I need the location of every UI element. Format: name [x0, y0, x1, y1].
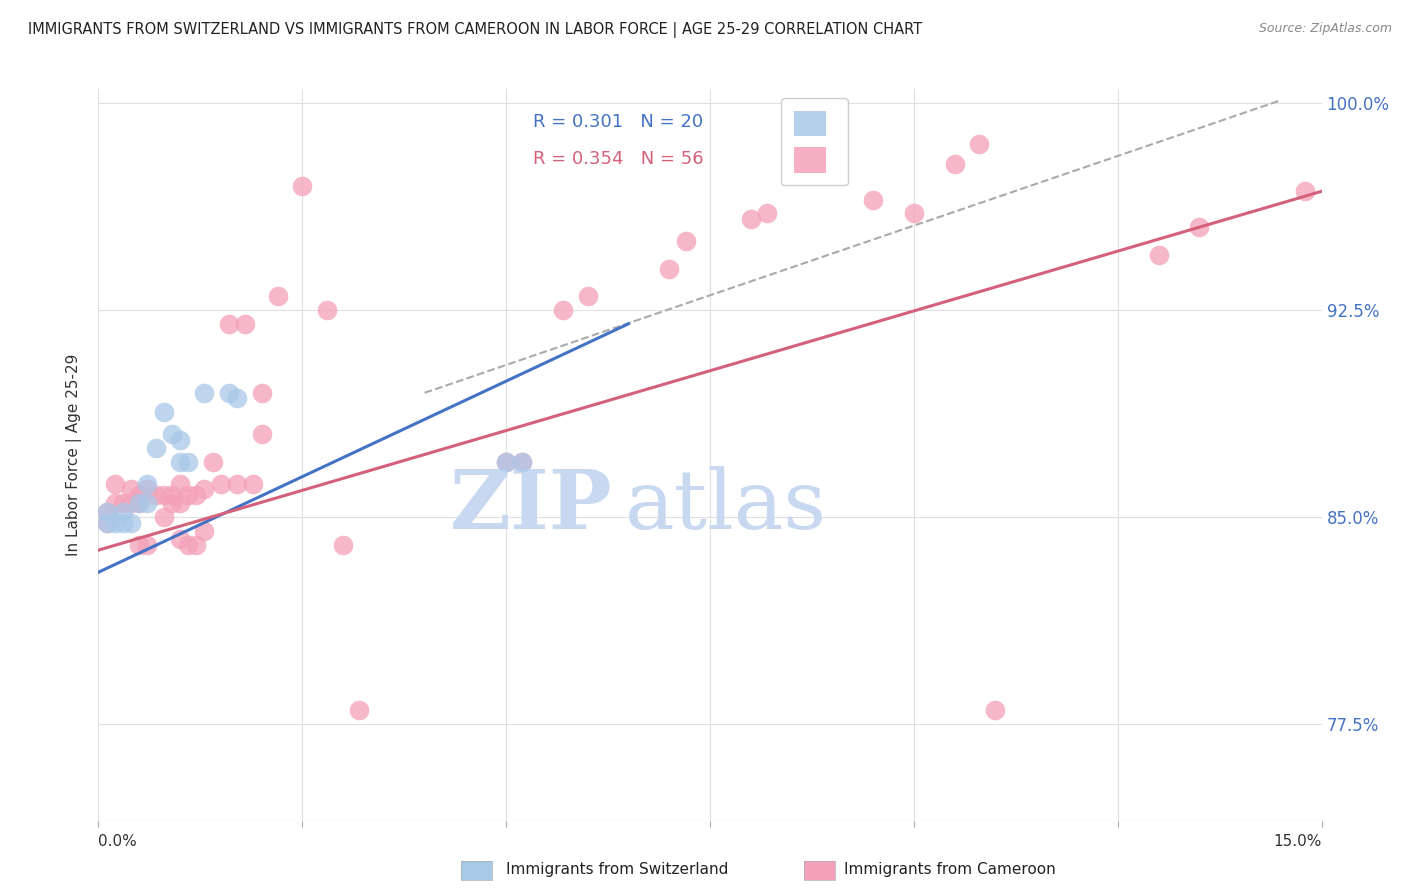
Point: [96, 516, 118, 530]
Point: [193, 524, 215, 538]
Point: [943, 157, 966, 171]
Point: [512, 455, 534, 469]
Point: [903, 206, 925, 220]
Point: [1294, 184, 1316, 198]
Point: [136, 496, 159, 510]
Point: [226, 392, 249, 406]
Point: [177, 488, 200, 502]
Legend: , : ,: [780, 98, 848, 186]
Point: [186, 488, 208, 502]
Point: [120, 516, 142, 530]
Text: IMMIGRANTS FROM SWITZERLAND VS IMMIGRANTS FROM CAMEROON IN LABOR FORCE | AGE 25-: IMMIGRANTS FROM SWITZERLAND VS IMMIGRANT…: [28, 22, 922, 38]
Point: [984, 703, 1007, 717]
Text: atlas: atlas: [624, 467, 827, 546]
Text: Immigrants from Switzerland: Immigrants from Switzerland: [506, 863, 728, 877]
Point: [111, 516, 134, 530]
Point: [169, 433, 191, 447]
Point: [740, 211, 762, 226]
Point: [332, 538, 354, 552]
Point: [250, 427, 273, 442]
Point: [160, 496, 183, 510]
Point: [1147, 248, 1170, 262]
Point: [218, 385, 240, 400]
Point: [177, 455, 200, 469]
Point: [128, 496, 150, 510]
Point: [186, 538, 208, 552]
Point: [152, 405, 174, 419]
Point: [658, 261, 681, 276]
Point: [201, 455, 224, 469]
Point: [96, 504, 118, 518]
Point: [104, 516, 127, 530]
Point: [136, 538, 159, 552]
Point: [675, 234, 697, 248]
Point: [193, 385, 215, 400]
Point: [169, 455, 191, 469]
Point: [152, 488, 174, 502]
Point: [136, 483, 159, 497]
Point: [250, 385, 273, 400]
Point: [821, 165, 844, 179]
Text: Immigrants from Cameroon: Immigrants from Cameroon: [844, 863, 1056, 877]
Point: [495, 455, 517, 469]
Point: [111, 504, 134, 518]
Point: [145, 441, 167, 455]
Point: [169, 532, 191, 546]
Point: [315, 303, 337, 318]
Point: [169, 476, 191, 491]
Text: R = 0.354   N = 56: R = 0.354 N = 56: [533, 150, 703, 168]
Text: 0.0%: 0.0%: [98, 834, 138, 849]
Point: [756, 206, 779, 220]
Point: [136, 476, 159, 491]
Point: [104, 476, 127, 491]
Point: [145, 488, 167, 502]
Point: [1188, 220, 1211, 235]
Text: 15.0%: 15.0%: [1274, 834, 1322, 849]
Text: ZIP: ZIP: [450, 467, 612, 546]
Point: [169, 496, 191, 510]
Point: [291, 178, 314, 193]
Y-axis label: In Labor Force | Age 25-29: In Labor Force | Age 25-29: [66, 354, 83, 556]
Point: [267, 289, 290, 303]
Point: [193, 483, 215, 497]
Point: [160, 427, 183, 442]
Point: [152, 510, 174, 524]
Point: [111, 496, 134, 510]
Point: [128, 496, 150, 510]
Point: [242, 476, 264, 491]
Point: [160, 488, 183, 502]
Point: [967, 137, 990, 152]
Text: R = 0.301   N = 20: R = 0.301 N = 20: [533, 113, 703, 131]
Point: [104, 496, 127, 510]
Point: [128, 538, 150, 552]
Point: [218, 317, 240, 331]
Point: [209, 476, 232, 491]
Point: [576, 289, 599, 303]
Point: [96, 504, 118, 518]
Point: [862, 193, 884, 207]
Point: [512, 455, 534, 469]
Point: [128, 488, 150, 502]
Text: Source: ZipAtlas.com: Source: ZipAtlas.com: [1258, 22, 1392, 36]
Point: [233, 317, 256, 331]
Point: [553, 303, 575, 318]
Point: [177, 538, 200, 552]
Point: [96, 516, 118, 530]
Point: [226, 476, 249, 491]
Point: [120, 483, 142, 497]
Point: [349, 703, 371, 717]
Point: [495, 455, 517, 469]
Point: [120, 496, 142, 510]
